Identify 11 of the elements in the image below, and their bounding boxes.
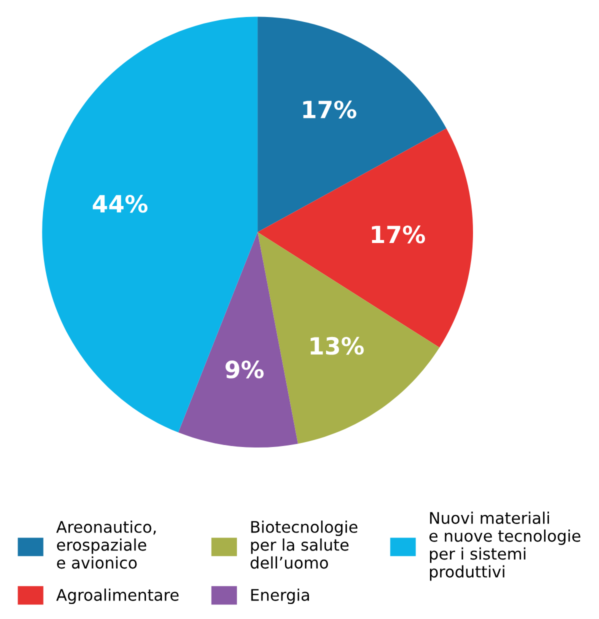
legend-label: Agroalimentare [56,588,179,604]
data-label: 44% [92,194,148,213]
data-label: 17% [303,100,356,118]
legend-label: Areonautico, erospaziale e avionico [56,520,156,569]
data-label: 13% [310,336,364,355]
data-label: 17% [372,226,426,244]
pie-slice [178,232,298,448]
legend-label: Energia [251,588,309,604]
data-label: 9% [226,360,264,378]
legend-label: Nuovi materiali e nuove tecnologie per i sistemi produttivi [429,512,580,581]
legend-label: Biotecnologie per la salute dell’uomo [250,520,358,569]
